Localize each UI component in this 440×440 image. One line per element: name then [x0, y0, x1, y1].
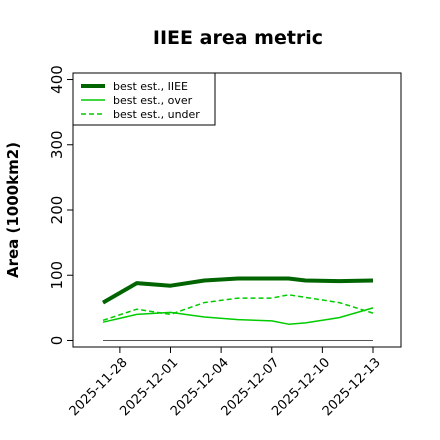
legend-label: best est., under	[113, 108, 200, 121]
legend-label: best est., over	[113, 94, 193, 107]
y-tick-label: 200	[48, 196, 66, 225]
y-axis-label: Area (1000km2)	[4, 142, 22, 278]
y-tick-label: 400	[48, 65, 66, 94]
series-line-3	[102, 294, 374, 322]
legend-box	[72, 72, 216, 126]
chart-title: IIEE area metric	[153, 27, 323, 49]
y-tick-label: 100	[48, 261, 66, 290]
series-line-2	[102, 307, 374, 325]
series-line-1	[102, 276, 374, 305]
y-tick-label: 300	[48, 130, 66, 159]
legend-label: best est., IIEE	[113, 80, 188, 93]
y-tick-label: 0	[48, 336, 66, 346]
